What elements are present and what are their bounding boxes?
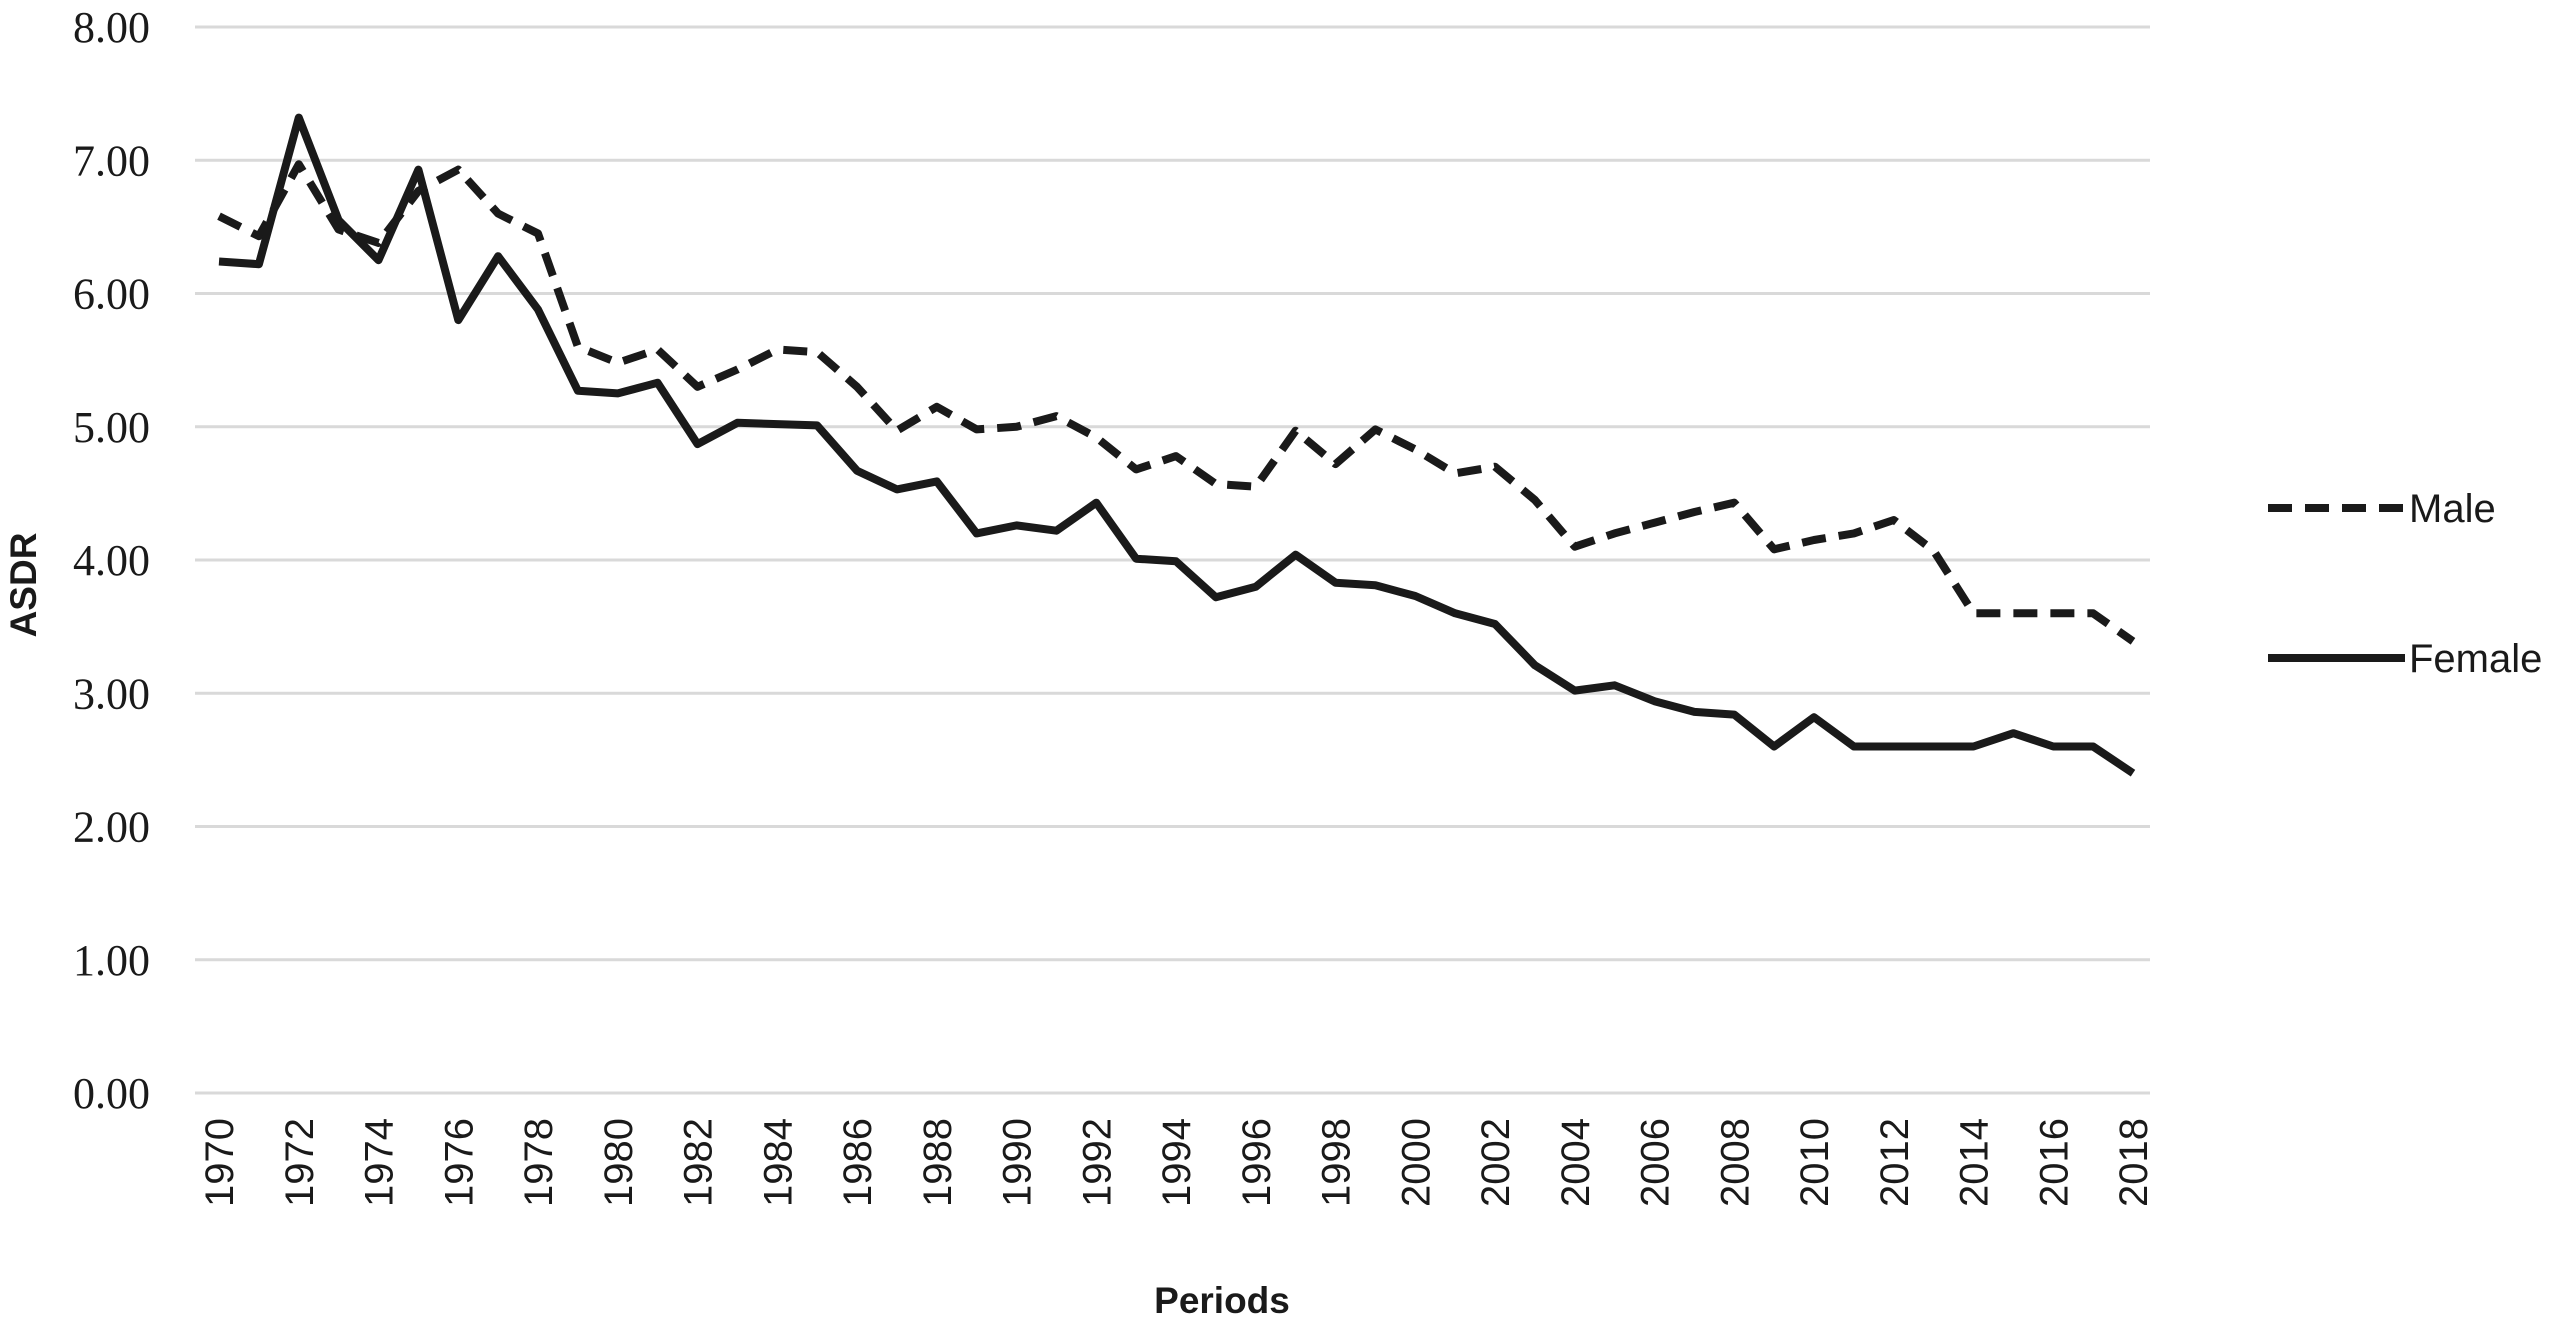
x-tick-label: 2010 [1793,1118,1837,1207]
x-tick-label: 1982 [677,1118,721,1207]
x-tick-label: 1988 [916,1118,960,1207]
y-tick-label: 8.00 [73,3,150,52]
y-tick-label: 2.00 [73,803,150,852]
x-tick-label: 1972 [278,1118,322,1207]
legend-label-female: Female [2409,637,2542,681]
x-tick-label: 1976 [437,1118,481,1207]
y-tick-label: 1.00 [73,936,150,985]
x-tick-label: 2014 [1953,1118,1997,1207]
x-tick-label: 1990 [996,1118,1040,1207]
legend-label-male: Male [2409,487,2496,531]
x-tick-label: 2012 [1873,1118,1917,1207]
x-tick-label: 2018 [2112,1118,2156,1207]
y-tick-label: 4.00 [73,536,150,585]
x-tick-label: 2008 [1713,1118,1757,1207]
x-tick-label: 1998 [1315,1118,1359,1207]
x-tick-label: 1974 [358,1118,402,1207]
series-line-female [218,113,2136,777]
x-tick-label: 2004 [1554,1118,1598,1207]
legend: Male Female [2268,487,2542,681]
x-tick-label: 1984 [756,1118,800,1207]
x-tick-label: 1996 [1235,1118,1279,1207]
series-line-male [217,160,2136,645]
x-axis-ticks: 1970 1972 1974 1976 1978 1980 1982 1984 1986 1988… [198,1118,2156,1207]
x-tick-label: 1986 [836,1118,880,1207]
y-axis-ticks: 0.00 1.00 2.00 3.00 4.00 5.00 6.00 7.00 8.00 [73,3,150,1118]
x-tick-label: 1992 [1075,1118,1119,1207]
x-axis-title: Periods [1154,1280,1290,1321]
y-tick-label: 5.00 [73,403,150,452]
y-tick-label: 3.00 [73,669,150,718]
series-lines [217,113,2136,777]
y-tick-label: 6.00 [73,270,150,319]
x-tick-label: 2006 [1634,1118,1678,1207]
y-tick-label: 0.00 [73,1069,150,1118]
y-tick-label: 7.00 [73,136,150,185]
x-tick-label: 2016 [2032,1118,2076,1207]
x-tick-label: 1970 [198,1118,242,1207]
x-tick-label: 1978 [517,1118,561,1207]
x-tick-label: 2002 [1474,1118,1518,1207]
x-tick-label: 1994 [1155,1118,1199,1207]
x-tick-label: 1980 [597,1118,641,1207]
y-axis-title: ASDR [3,533,44,638]
x-tick-label: 2000 [1394,1118,1438,1207]
